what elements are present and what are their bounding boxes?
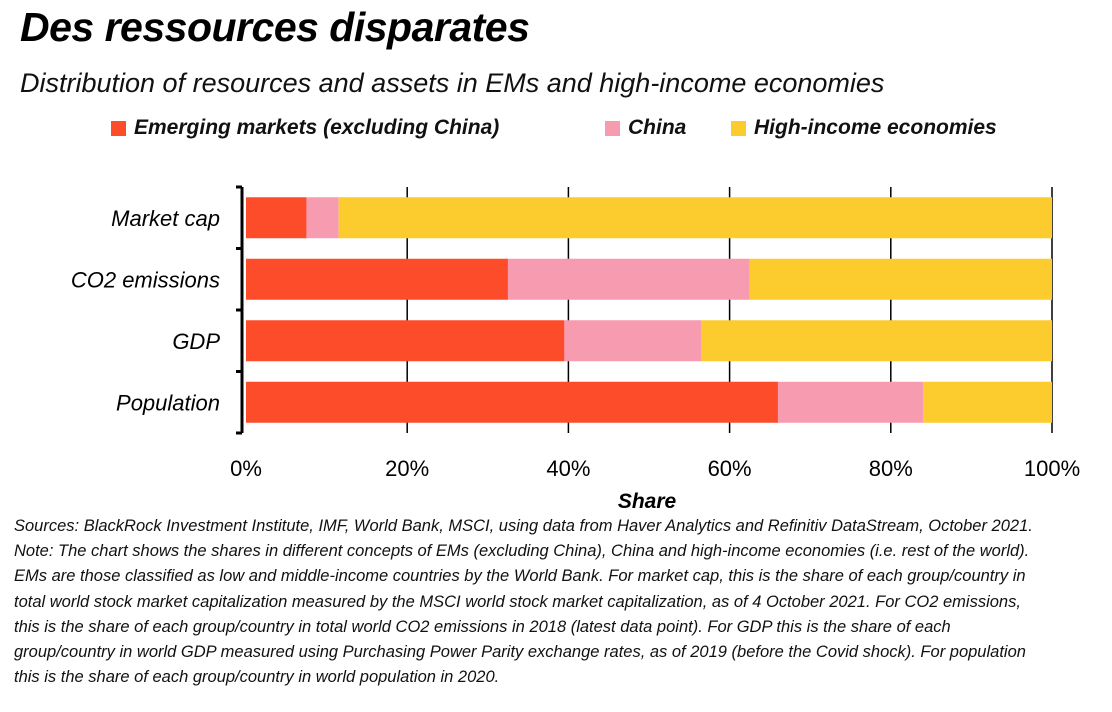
x-axis-label: Share bbox=[618, 490, 677, 512]
x-tick-label: 60% bbox=[708, 456, 752, 481]
note-line: Note: The chart shows the shares in diff… bbox=[14, 542, 1030, 561]
x-tick-label: 0% bbox=[230, 456, 262, 481]
note-line: this is the share of each group/country … bbox=[14, 617, 951, 636]
legend-label-emerging-markets: Emerging markets (excluding China) bbox=[134, 116, 500, 139]
y-tick-label: Market cap bbox=[111, 206, 220, 231]
note-line: this is the share of each group/country … bbox=[14, 668, 500, 687]
bar-population-series-1 bbox=[777, 381, 924, 423]
y-tick-label: CO2 emissions bbox=[71, 267, 220, 292]
legend-swatch-high-income bbox=[731, 120, 746, 136]
legend-item-high-income: High-income economies bbox=[731, 116, 997, 140]
legend-item-china: China bbox=[605, 116, 686, 140]
note-line: total world stock market capitalization … bbox=[14, 592, 1021, 611]
bar-co2-emissions-series-1 bbox=[507, 258, 750, 300]
y-tick-label: Population bbox=[116, 390, 220, 415]
chart-subtitle: Distribution of resources and assets in … bbox=[20, 68, 885, 98]
bar-market-cap-series-0 bbox=[246, 197, 307, 239]
x-tick-label: 100% bbox=[1024, 456, 1080, 481]
bar-gdp-series-1 bbox=[564, 320, 702, 362]
legend: Emerging markets (excluding China) China… bbox=[0, 116, 1112, 146]
legend-label-china: China bbox=[628, 116, 687, 139]
y-axis: Market cap CO2 emissions GDP Population bbox=[71, 185, 244, 435]
bar-population-series-2 bbox=[923, 381, 1052, 423]
legend-item-emerging-markets: Emerging markets (excluding China) bbox=[111, 116, 499, 140]
legend-swatch-emerging-markets bbox=[111, 120, 126, 136]
bar-population-series-0 bbox=[246, 381, 778, 423]
note-line: Sources: BlackRock Investment Institute,… bbox=[14, 517, 1033, 535]
legend-label-high-income: High-income economies bbox=[754, 116, 997, 139]
x-axis: 0% 20% 40% 60% 80% 100% bbox=[230, 456, 1080, 481]
bar-market-cap-series-2 bbox=[338, 197, 1052, 239]
source-notes: Sources: BlackRock Investment Institute,… bbox=[14, 514, 1104, 690]
x-tick-label: 80% bbox=[869, 456, 913, 481]
bar-gdp-series-0 bbox=[246, 320, 565, 362]
bar-market-cap-series-1 bbox=[306, 197, 339, 239]
bar-co2-emissions-series-0 bbox=[246, 258, 508, 300]
x-tick-label: 40% bbox=[546, 456, 590, 481]
legend-swatch-china bbox=[605, 120, 620, 136]
x-tick-label: 20% bbox=[385, 456, 429, 481]
bars bbox=[246, 197, 1052, 423]
chart-title: Des ressources disparates bbox=[20, 4, 530, 50]
note-line: EMs are those classified as low and midd… bbox=[14, 567, 1026, 586]
bar-gdp-series-2 bbox=[701, 320, 1052, 362]
bar-co2-emissions-series-2 bbox=[749, 258, 1052, 300]
bar-chart: Market cap CO2 emissions GDP Population 0% 2… bbox=[71, 185, 1080, 512]
note-line: group/country in world GDP measured usin… bbox=[14, 643, 1026, 662]
y-tick-label: GDP bbox=[172, 329, 220, 354]
